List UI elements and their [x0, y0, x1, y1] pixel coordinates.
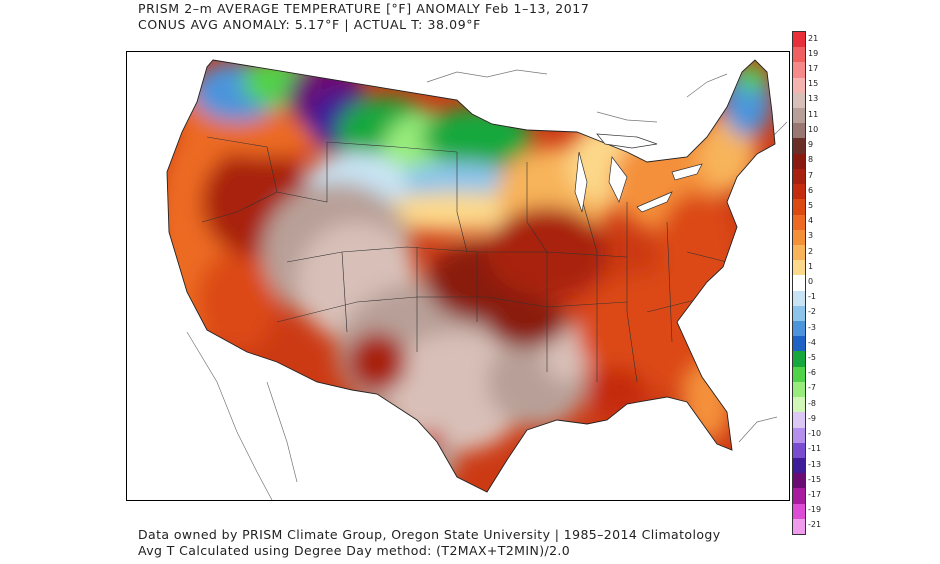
colorbar-swatch [793, 214, 805, 231]
colorbar-swatch [793, 47, 805, 63]
anomaly-field [167, 60, 775, 492]
colorbar-tick-label: -3 [808, 322, 816, 332]
colorbar-swatch [793, 427, 805, 444]
colorbar-tick-label: 3 [808, 231, 814, 241]
colorbar-swatch [793, 275, 805, 292]
colorbar-tick-label: -17 [808, 489, 822, 499]
colorbar-tick-label: -10 [808, 429, 822, 439]
colorbar-swatch [793, 473, 805, 489]
colorbar-tick-label: 19 [808, 48, 819, 58]
colorbar-tick-label: -11 [808, 444, 822, 454]
colorbar-tick-label: 5 [808, 200, 814, 210]
background-coastlines [186, 69, 788, 500]
colorbar-swatch [793, 457, 805, 474]
colorbar-tick-label: -7 [808, 383, 816, 393]
data-credit-line: Data owned by PRISM Climate Group, Orego… [138, 527, 721, 542]
state-borders [201, 136, 728, 383]
colorbar-swatch [793, 366, 805, 383]
colorbar-swatch [793, 199, 805, 216]
colorbar-swatch [793, 108, 805, 124]
map-subtitle: CONUS AVG ANOMALY: 5.17°F | ACTUAL T: 38… [138, 17, 481, 32]
colorbar-tick-label: -21 [808, 520, 822, 530]
colorbar-swatch [793, 488, 805, 505]
colorbar-tick-label: -15 [808, 474, 822, 484]
method-note-line: Avg T Calculated using Degree Day method… [138, 543, 571, 558]
colorbar-tick-label: 13 [808, 94, 819, 104]
colorbar-swatch [793, 62, 805, 79]
colorbar-tick-label: -19 [808, 505, 822, 515]
colorbar-swatch [793, 397, 805, 413]
colorbar-swatch [793, 32, 805, 48]
colorbar-tick-label: -6 [808, 368, 816, 378]
colorbar-swatch [793, 229, 805, 246]
colorbar-tick-label: 21 [808, 33, 819, 43]
colorbar-swatch [793, 518, 805, 535]
colorbar-swatch [793, 168, 805, 185]
colorbar-swatch [793, 153, 805, 170]
conus-map-svg [166, 59, 788, 500]
colorbar-tick-label: 15 [808, 79, 819, 89]
colorbar-tick-label: 7 [808, 170, 814, 180]
colorbar-tick-label: -1 [808, 292, 816, 302]
colorbar-swatch [793, 412, 805, 428]
colorbar-swatch [793, 321, 805, 337]
great-lakes [574, 133, 703, 213]
us-outline [166, 59, 776, 493]
colorbar-swatch [793, 290, 805, 307]
colorbar-tick-label: -8 [808, 398, 816, 408]
colorbar-swatch [793, 244, 805, 261]
colorbar-tick-label: 8 [808, 155, 814, 165]
colorbar-tick-label: -13 [808, 459, 822, 469]
colorbar-swatch [793, 381, 805, 398]
colorbar-tick-label: 1 [808, 261, 814, 271]
colorbar-swatch [793, 77, 805, 94]
colorbar-tick-label: 4 [808, 216, 814, 226]
map-title: PRISM 2–m AVERAGE TEMPERATURE [°F] ANOMA… [138, 1, 590, 16]
colorbar-tick-label: 10 [808, 124, 819, 134]
colorbar-tick-label: -5 [808, 353, 816, 363]
colorbar-tick-label: 2 [808, 246, 814, 256]
colorbar-swatch [793, 184, 805, 200]
colorbar-tick-label: 9 [808, 140, 814, 150]
colorbar-swatch [793, 336, 805, 352]
colorbar-tick-label: 6 [808, 185, 814, 195]
colorbar-swatch [793, 123, 805, 139]
colorbar-tick-label: -9 [808, 413, 816, 423]
colorbar-tick-label: 17 [808, 64, 819, 74]
colorbar-swatch [793, 92, 805, 109]
colorbar-tick-label: -4 [808, 337, 816, 347]
anomaly-map [126, 51, 790, 501]
colorbar-swatch [793, 138, 805, 155]
colorbar-tick-label: 0 [808, 277, 814, 286]
colorbar-tick-label: -2 [808, 307, 816, 317]
colorbar-swatch [793, 305, 805, 322]
colorbar-swatch [793, 442, 805, 459]
colorbar-swatch [793, 260, 805, 276]
colorbar-swatch [793, 351, 805, 368]
colorbar-swatch [793, 503, 805, 520]
colorbar-tick-label: 11 [808, 109, 819, 119]
colorbar [792, 31, 806, 535]
